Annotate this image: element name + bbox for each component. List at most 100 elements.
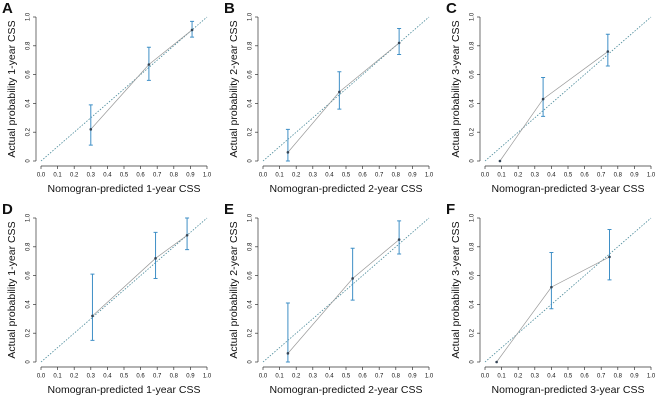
y-axis-label: Actual probability 1-year CSS bbox=[6, 221, 18, 358]
y-tick-label: 0.4 bbox=[470, 300, 476, 309]
x-axis-label: Nomogran-predicted 2-year CSS bbox=[270, 384, 423, 396]
x-tick-label: 0.0 bbox=[481, 374, 490, 380]
y-tick-label: 0.2 bbox=[470, 127, 476, 136]
x-tick-label: 0.2 bbox=[70, 173, 79, 179]
x-tick-label: 0.3 bbox=[309, 374, 318, 380]
error-bar bbox=[397, 28, 402, 55]
y-tick-label: 0 bbox=[248, 159, 254, 163]
y-tick-label: 0.6 bbox=[248, 271, 254, 280]
panel-label: D bbox=[2, 201, 13, 218]
y-tick-label: 0.2 bbox=[470, 328, 476, 337]
x-tick-label: 0.9 bbox=[408, 374, 417, 380]
error-bar bbox=[285, 128, 290, 162]
x-tick-label: 1.0 bbox=[647, 173, 656, 179]
panel-label: A bbox=[2, 0, 13, 17]
point bbox=[147, 63, 151, 66]
x-tick-label: 0.3 bbox=[87, 374, 96, 380]
point bbox=[541, 97, 545, 101]
x-tick-label: 0.9 bbox=[408, 173, 417, 179]
y-axis-label: Actual probability 3-year CSS bbox=[450, 20, 462, 157]
y-tick-label: 0.8 bbox=[26, 41, 32, 50]
x-tick-label: 0.7 bbox=[153, 374, 162, 380]
error-bar bbox=[350, 247, 355, 301]
x-tick-label: 0.1 bbox=[275, 173, 284, 179]
x-axis-label: Nomogran-predicted 2-year CSS bbox=[270, 183, 423, 195]
x-tick-label: 0.5 bbox=[564, 173, 573, 179]
y-tick-label: 0.6 bbox=[470, 271, 476, 280]
x-axis-label: Nomogran-predicted 1-year CSS bbox=[48, 384, 201, 396]
x-tick-label: 0.3 bbox=[87, 173, 96, 179]
x-tick-label: 0.0 bbox=[37, 374, 46, 380]
y-tick-label: 0.2 bbox=[248, 127, 254, 136]
x-tick-label: 1.0 bbox=[203, 173, 212, 179]
x-tick-label: 0.9 bbox=[186, 173, 195, 179]
x-tick-label: 0.5 bbox=[120, 173, 129, 179]
error-bar bbox=[337, 71, 342, 110]
x-tick-label: 0.1 bbox=[497, 374, 506, 380]
x-tick-label: 0.7 bbox=[375, 374, 384, 380]
x-tick-label: 0.4 bbox=[103, 374, 112, 380]
error-bar bbox=[90, 273, 95, 341]
x-tick-label: 0.9 bbox=[630, 374, 639, 380]
y-tick-label: 0 bbox=[26, 360, 32, 364]
y-tick-label: 1.0 bbox=[470, 12, 476, 21]
x-tick-label: 1.0 bbox=[203, 374, 212, 380]
x-tick-label: 0.5 bbox=[342, 173, 351, 179]
point bbox=[185, 233, 189, 237]
x-tick-label: 0.6 bbox=[580, 374, 589, 380]
x-tick-label: 0.8 bbox=[170, 374, 179, 380]
y-tick-label: 1.0 bbox=[26, 213, 32, 222]
y-tick-label: 1.0 bbox=[470, 213, 476, 222]
y-tick-label: 0.2 bbox=[26, 328, 32, 337]
y-tick-label: 0.8 bbox=[470, 242, 476, 251]
x-tick-label: 0.1 bbox=[53, 374, 62, 380]
error-bar bbox=[605, 33, 610, 67]
y-axis-label: Actual probability 3-year CSS bbox=[450, 221, 462, 358]
y-tick-label: 0 bbox=[26, 159, 32, 163]
x-tick-label: 0.9 bbox=[186, 374, 195, 380]
y-tick-label: 0.4 bbox=[248, 300, 254, 309]
panel-label: C bbox=[446, 0, 457, 17]
calibration-line bbox=[287, 42, 400, 153]
x-tick-label: 0.3 bbox=[531, 374, 540, 380]
x-tick-label: 0.2 bbox=[292, 173, 301, 179]
x-tick-label: 0.7 bbox=[597, 173, 606, 179]
calibration-line bbox=[496, 256, 610, 363]
x-tick-label: 0.2 bbox=[292, 374, 301, 380]
calibration-line bbox=[90, 29, 193, 130]
error-bar bbox=[541, 76, 546, 117]
y-tick-label: 0.4 bbox=[248, 99, 254, 108]
point bbox=[608, 255, 611, 259]
ideal-line bbox=[484, 217, 652, 363]
x-tick-label: 0.0 bbox=[37, 173, 46, 179]
x-tick-label: 0.7 bbox=[597, 374, 606, 380]
x-axis-label: Nomogran-predicted 3-year CSS bbox=[492, 183, 645, 195]
x-tick-label: 0.7 bbox=[153, 173, 162, 179]
x-tick-label: 0.5 bbox=[342, 374, 351, 380]
y-tick-label: 0.8 bbox=[248, 41, 254, 50]
point bbox=[338, 90, 341, 94]
point bbox=[190, 28, 194, 32]
ideal-line bbox=[262, 217, 430, 363]
panel-label: B bbox=[224, 0, 235, 17]
y-tick-label: 0.6 bbox=[26, 70, 32, 79]
x-tick-label: 0.2 bbox=[514, 173, 523, 179]
error-bar bbox=[607, 229, 612, 281]
point bbox=[397, 238, 401, 241]
x-tick-label: 0.0 bbox=[259, 374, 268, 380]
x-tick-label: 0.4 bbox=[547, 173, 556, 179]
point bbox=[154, 257, 157, 260]
point bbox=[351, 277, 354, 280]
error-bar bbox=[88, 104, 93, 146]
ideal-line bbox=[262, 16, 430, 162]
x-tick-label: 0.6 bbox=[136, 173, 145, 179]
error-bar bbox=[397, 220, 402, 255]
x-tick-label: 0.4 bbox=[325, 173, 334, 179]
y-tick-label: 0.4 bbox=[470, 99, 476, 108]
x-tick-label: 1.0 bbox=[425, 374, 434, 380]
x-tick-label: 0.1 bbox=[275, 374, 284, 380]
x-tick-label: 0.8 bbox=[392, 374, 401, 380]
calibration-line bbox=[287, 239, 400, 354]
y-tick-label: 0.8 bbox=[248, 242, 254, 251]
